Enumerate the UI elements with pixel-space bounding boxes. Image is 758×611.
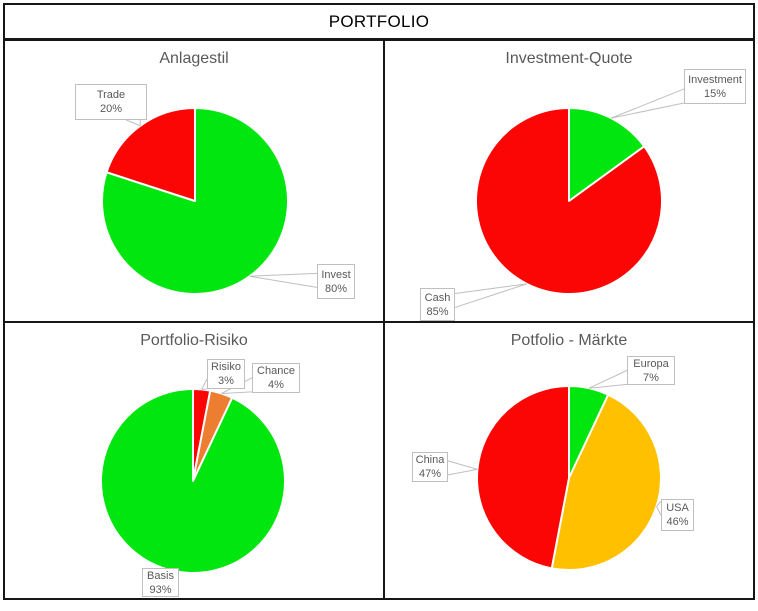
callout-risiko: Risiko 3%	[207, 359, 245, 389]
callout-value: 20%	[99, 103, 123, 115]
dashboard-title-box: PORTFOLIO	[3, 3, 755, 40]
callout-label: Investment	[688, 73, 742, 86]
callout-label: China	[415, 454, 445, 466]
leader-line	[249, 272, 318, 277]
portfolio-risiko-pie-chart[interactable]	[5, 323, 383, 598]
pie-slice-trade[interactable]	[105, 107, 196, 202]
callout-value: 46%	[666, 516, 689, 528]
investment-quote-pie-chart[interactable]	[385, 41, 753, 321]
leader-line	[656, 500, 662, 507]
chart-title-potfolio-maerkte: Potfolio - Märkte	[510, 332, 628, 349]
callout-value: 7%	[643, 371, 659, 384]
callout-value: 15%	[703, 87, 727, 100]
dashboard-title: PORTFOLIO	[328, 11, 430, 31]
leader-line	[447, 468, 478, 476]
leader-line	[588, 369, 628, 389]
leader-line	[454, 283, 527, 308]
pie-slice-china[interactable]	[476, 385, 570, 570]
leader-line	[454, 283, 527, 294]
callout-label: USA	[666, 502, 689, 514]
chart-title-anlagestil: Anlagestil	[159, 50, 229, 67]
callout-value: 47%	[418, 468, 442, 480]
leader-line	[656, 506, 662, 516]
callout-value: 3%	[218, 375, 234, 387]
callout-investment: Investment 15%	[684, 69, 746, 104]
callout-chance: Chance 4%	[252, 363, 300, 393]
leader-line	[447, 460, 478, 470]
callout-value: 80%	[324, 282, 348, 295]
callout-label: Chance	[257, 365, 295, 377]
chart-title-investment-quote: Investment-Quote	[505, 50, 633, 67]
callout-europa: Europa 7%	[627, 356, 675, 385]
leader-line	[126, 119, 141, 127]
pie-slice-investment[interactable]	[568, 107, 646, 202]
chart-panel-portfolio-risiko[interactable]: Portfolio-Risiko Risiko 3% Chance 4% Bas…	[5, 323, 385, 598]
leader-line	[221, 391, 253, 394]
pie-slice-basis[interactable]	[100, 388, 286, 574]
leader-line	[249, 275, 318, 288]
chart-title-portfolio-risiko: Portfolio-Risiko	[140, 332, 248, 349]
callout-label: Invest	[321, 268, 351, 281]
callout-invest: Invest 80%	[317, 264, 355, 299]
callout-usa: USA 46%	[661, 499, 694, 531]
callout-value: 4%	[268, 379, 284, 391]
leader-line	[611, 102, 685, 119]
chart-panel-potfolio-maerkte[interactable]: Potfolio - Märkte Europa 7% USA 46% Chin…	[385, 323, 753, 598]
chart-panel-investment-quote[interactable]: Investment-Quote Investment 15% Cash 85%	[385, 41, 753, 323]
charts-grid: Anlagestil Trade 20% Invest 80% Investme…	[3, 39, 755, 600]
callout-china: China 47%	[412, 452, 448, 482]
callout-label: Risiko	[211, 361, 241, 373]
callout-label: Europa	[633, 357, 669, 370]
callout-label: Trade	[96, 89, 126, 101]
callout-value: 93%	[149, 583, 172, 596]
callout-cash: Cash 85%	[420, 288, 455, 321]
chart-panel-anlagestil[interactable]: Anlagestil Trade 20% Invest 80%	[5, 41, 385, 323]
pie-slice-usa[interactable]	[550, 393, 662, 571]
leader-line	[201, 378, 208, 390]
leader-line	[611, 88, 685, 119]
callout-value: 85%	[426, 305, 449, 318]
callout-label: Basis	[147, 569, 174, 582]
leader-line	[589, 383, 628, 389]
anlagestil-pie-chart[interactable]	[5, 41, 383, 321]
callout-basis: Basis 93%	[142, 568, 179, 597]
callout-label: Cash	[424, 291, 451, 304]
potfolio-maerkte-pie-chart[interactable]	[385, 323, 753, 598]
callout-trade: Trade 20%	[75, 84, 147, 120]
